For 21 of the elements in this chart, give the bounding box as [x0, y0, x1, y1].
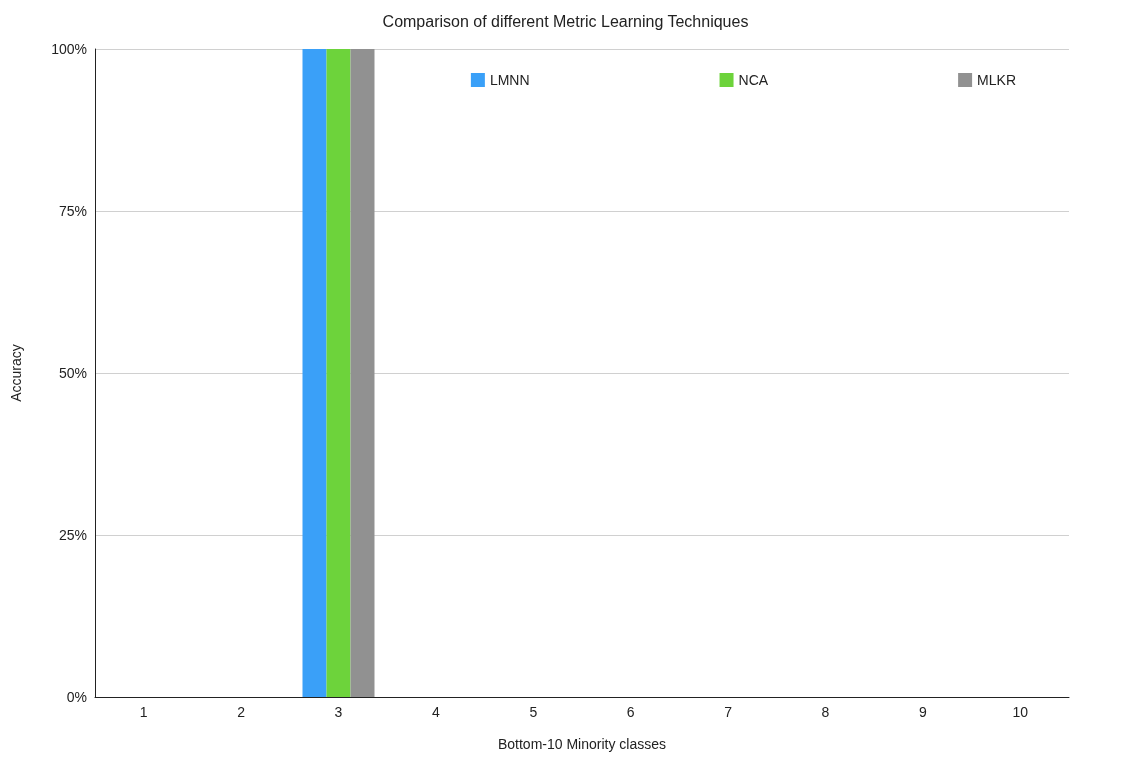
- legend-label: LMNN: [489, 72, 530, 88]
- chart-title: Comparison of different Metric Learning Techniques: [382, 12, 749, 30]
- legend-label: MLKR: [977, 72, 1017, 88]
- y-tick-label: 75%: [58, 203, 87, 219]
- x-tick-label: 4: [432, 704, 440, 720]
- x-tick-label: 10: [1012, 704, 1029, 720]
- y-tick-label: 25%: [58, 527, 87, 543]
- x-tick-label: 3: [334, 704, 343, 720]
- y-tick-label: 100%: [51, 41, 87, 57]
- x-tick-label: 6: [626, 704, 635, 720]
- y-axis-title: Accuracy: [8, 344, 24, 402]
- x-tick-label: 9: [919, 704, 927, 720]
- x-tick-label: 8: [821, 704, 830, 720]
- legend-label: NCA: [738, 72, 769, 88]
- y-tick-label: 50%: [58, 365, 87, 381]
- x-tick-label: 7: [724, 704, 733, 720]
- y-tick-label: 0%: [66, 689, 87, 705]
- x-tick-label: 2: [237, 704, 246, 720]
- x-axis-title: Bottom-10 Minority classes: [497, 736, 667, 752]
- x-tick-label: 1: [139, 704, 148, 720]
- x-tick-label: 5: [529, 704, 538, 720]
